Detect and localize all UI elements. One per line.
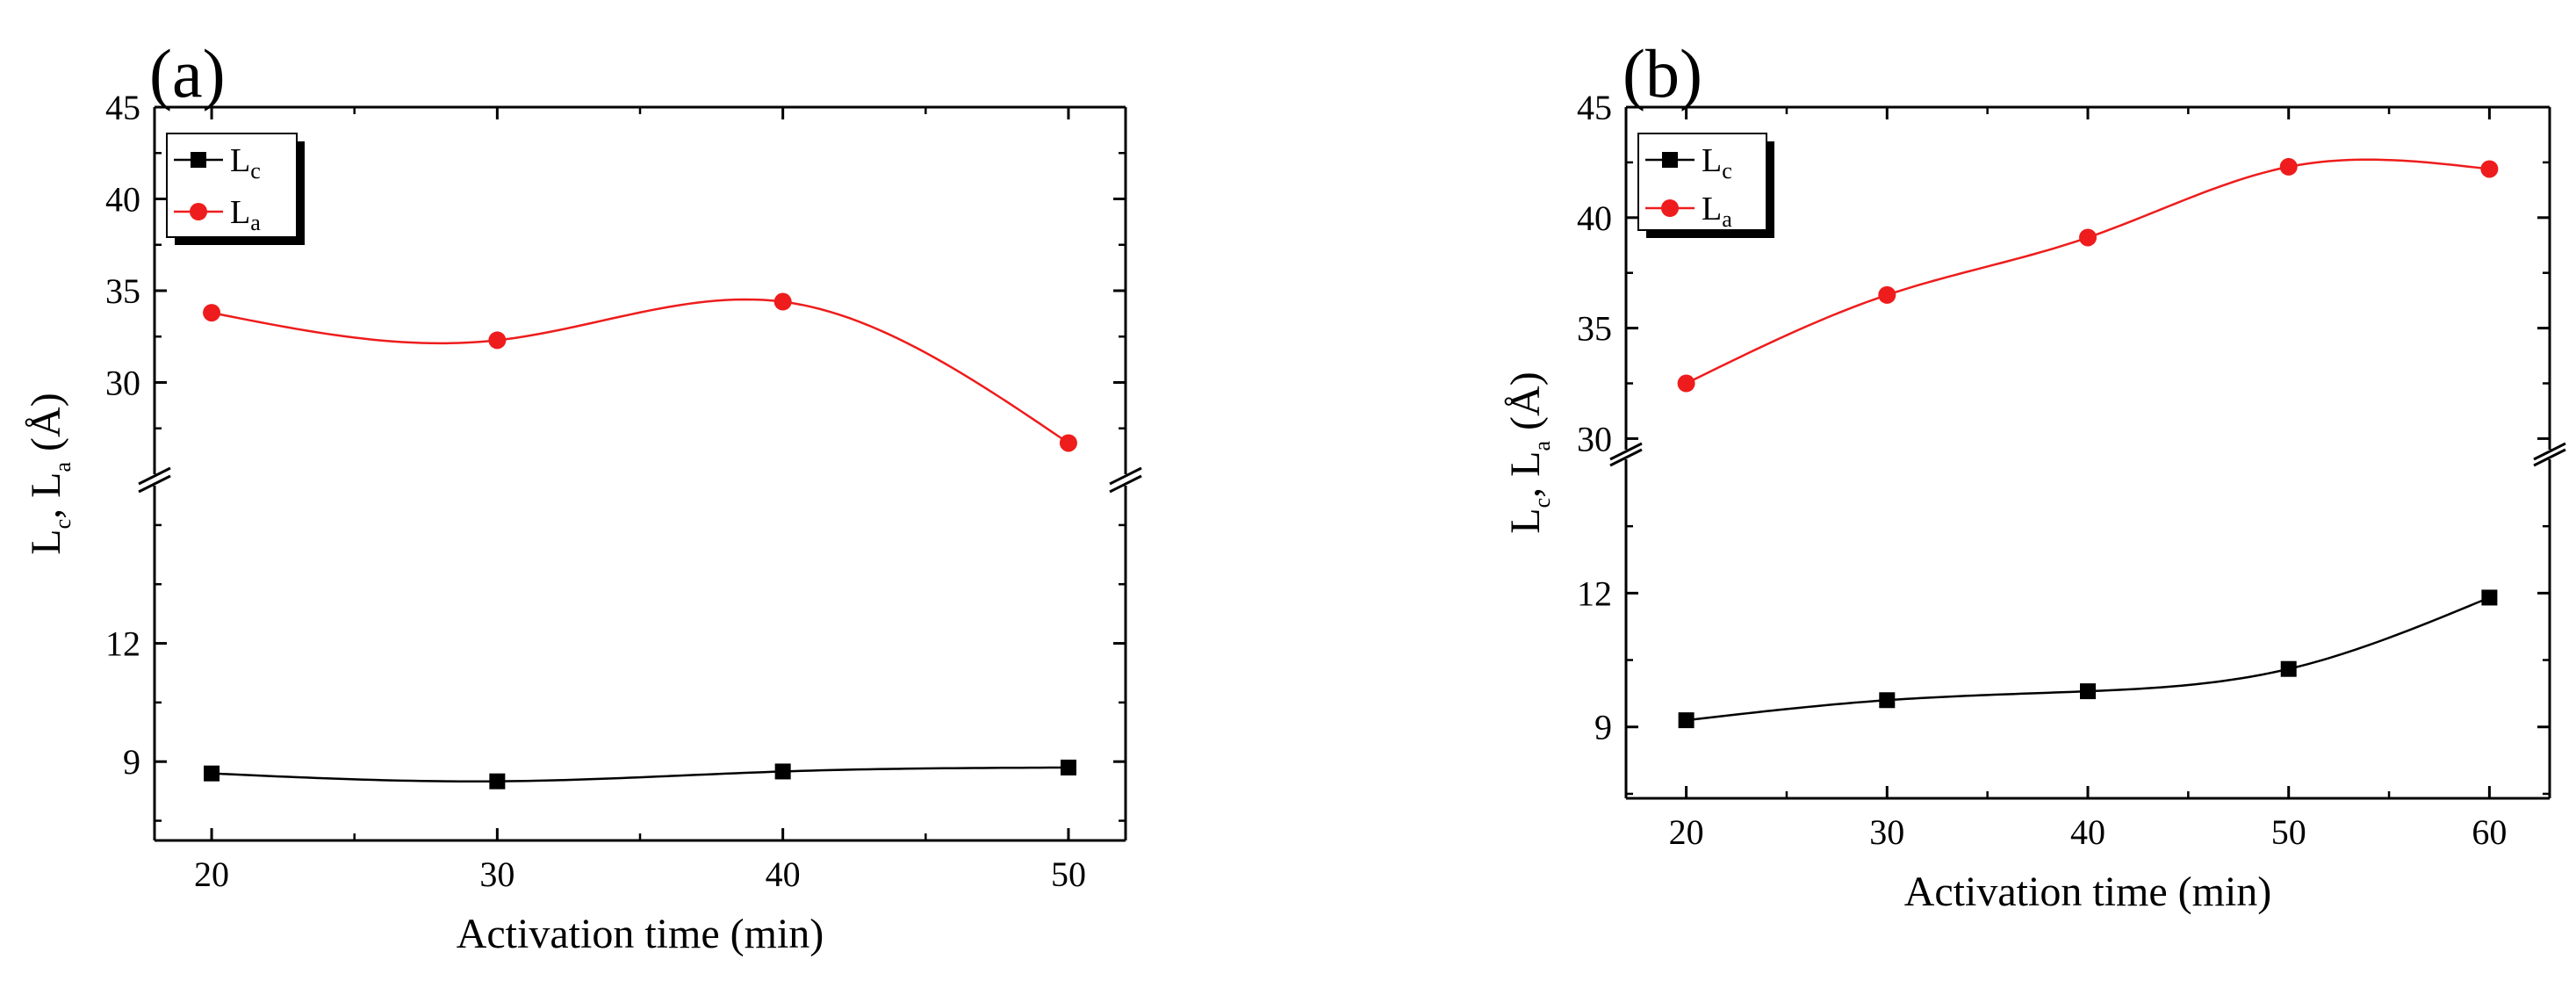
text-part: , L: [1502, 451, 1549, 497]
data-point-La: [1677, 374, 1695, 393]
legend-marker: [1662, 152, 1678, 168]
text-part: c: [250, 158, 261, 184]
data-point-Lc: [774, 763, 791, 780]
chart-panel-a: (a) 20 30 40 50 30 35 40 45 9 12 Activation time (m…: [23, 35, 1142, 957]
text-part: L: [230, 194, 250, 231]
y-tick-label-lower: 12: [1577, 573, 1612, 613]
y-tick-label-lower: 12: [105, 624, 140, 664]
y-tick-label-upper: 30: [105, 364, 140, 403]
data-point-La: [774, 292, 792, 311]
series-line-a: [1686, 158, 2490, 385]
legend-label: Lc: [1702, 142, 1732, 184]
series-line-a: [211, 298, 1069, 444]
axis-break-mark: [138, 474, 171, 494]
data-point-La: [2079, 228, 2097, 247]
axis-break-mark: [2533, 448, 2566, 467]
y-tick-label-upper: 45: [105, 88, 140, 127]
y-tick-label-upper: 35: [1577, 309, 1612, 349]
legend-label: La: [230, 194, 261, 235]
data-point-Lc: [1678, 712, 1695, 729]
data-point-Lc: [1879, 692, 1896, 709]
axis-break-mark: [2533, 442, 2566, 461]
axis-break-mark: [1109, 474, 1142, 494]
x-tick-label: 50: [1051, 855, 1086, 894]
text-part: c: [1529, 498, 1555, 508]
panel-label: (b): [1623, 35, 1702, 112]
text-part: a: [50, 461, 76, 472]
data-point-Lc: [2280, 660, 2297, 677]
y-tick-label-upper: 35: [105, 271, 140, 311]
text-part: , L: [23, 472, 69, 518]
series-line-c: [1686, 596, 2490, 722]
data-point-La: [488, 331, 507, 350]
text-part: a: [1529, 440, 1555, 451]
x-axis-title: Activation time (min): [457, 911, 824, 957]
text-part: L: [23, 529, 69, 554]
x-tick-label: 60: [2472, 812, 2507, 852]
data-point-La: [1878, 285, 1896, 304]
text-part: L: [1502, 508, 1549, 533]
data-point-Lc: [2481, 589, 2498, 606]
x-tick-label: 20: [194, 855, 229, 894]
x-tick-label: 50: [2271, 812, 2306, 852]
text-part: L: [1702, 191, 1722, 227]
text-part: L: [1702, 142, 1722, 179]
text-part: a: [250, 210, 261, 235]
y-tick-label-upper: 40: [1577, 198, 1612, 238]
data-point-La: [203, 304, 221, 322]
y-tick-label-upper: 30: [1577, 419, 1612, 458]
data-point-Lc: [489, 773, 506, 790]
series-line-c: [212, 766, 1069, 783]
data-point-La: [1059, 434, 1077, 452]
x-axis-title: Activation time (min): [1904, 869, 2272, 915]
x-tick-label: 40: [766, 855, 801, 894]
legend-marker: [190, 203, 207, 220]
chart-panel-b: (b) 20 30 40 50 60 30 35 40 45 9 12 Activation time …: [1502, 35, 2566, 915]
panel-label: (a): [149, 35, 226, 112]
y-tick-label-lower: 9: [1594, 708, 1612, 747]
text-part: (Å): [23, 393, 69, 462]
axis-break-mark: [1609, 442, 1643, 461]
data-point-La: [2480, 160, 2499, 178]
axis-break-mark: [1609, 448, 1643, 467]
y-axis-title: Lc, La (Å): [1502, 371, 1555, 533]
text-part: L: [230, 142, 250, 179]
y-tick-label-upper: 45: [1577, 88, 1612, 127]
data-point-Lc: [2080, 683, 2096, 700]
legend-marker: [191, 152, 206, 168]
x-tick-label: 30: [479, 855, 514, 894]
data-point-La: [2279, 157, 2298, 176]
text-part: a: [1722, 206, 1732, 232]
legend-box: [166, 133, 298, 238]
x-tick-label: 20: [1669, 812, 1704, 852]
y-tick-label-upper: 40: [105, 180, 140, 220]
x-tick-label: 40: [2070, 812, 2105, 852]
legend-marker: [1661, 199, 1679, 217]
axis-break-mark: [138, 466, 171, 486]
text-part: c: [50, 519, 76, 530]
text-part: (Å): [1502, 371, 1549, 441]
x-tick-label: 30: [1869, 812, 1904, 852]
y-tick-label-lower: 9: [123, 742, 140, 782]
text-part: c: [1722, 158, 1732, 184]
legend-label: La: [1702, 191, 1732, 232]
data-point-Lc: [1060, 759, 1076, 775]
legend-label: Lc: [230, 142, 261, 184]
legend-box: [1637, 133, 1767, 231]
axis-break-mark: [1109, 466, 1142, 486]
data-point-Lc: [204, 765, 220, 782]
y-axis-title: Lc, La (Å): [23, 393, 76, 554]
